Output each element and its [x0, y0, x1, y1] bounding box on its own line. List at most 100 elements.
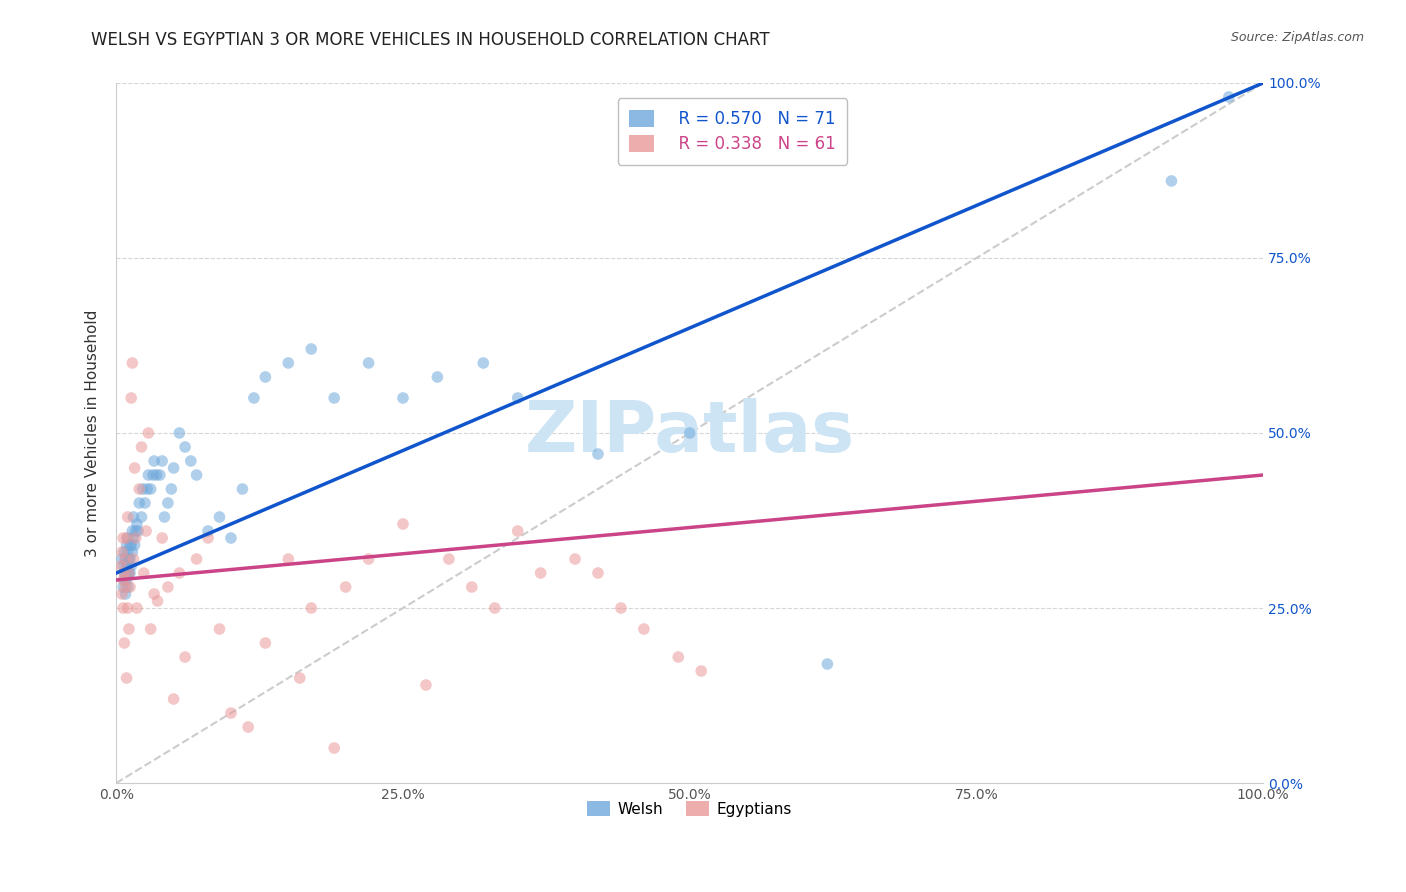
Point: [122, 510, 145, 524]
Point: [139, 482, 162, 496]
Point: [150, 531, 173, 545]
Point: [112, 601, 135, 615]
Point: [162, 461, 184, 475]
Point: [120, 559, 142, 574]
Point: [131, 482, 153, 496]
Point: [506, 391, 529, 405]
Point: [139, 622, 162, 636]
Point: [112, 566, 135, 580]
Point: [586, 447, 609, 461]
Point: [323, 741, 346, 756]
Point: [124, 461, 146, 475]
Point: [117, 566, 139, 580]
Point: [146, 594, 169, 608]
Point: [186, 468, 208, 483]
Y-axis label: 3 or more Vehicles in Household: 3 or more Vehicles in Household: [86, 310, 100, 557]
Point: [335, 580, 357, 594]
Point: [145, 468, 167, 483]
Point: [121, 545, 143, 559]
Point: [118, 580, 141, 594]
Point: [254, 636, 277, 650]
Point: [111, 545, 134, 559]
Point: [115, 559, 138, 574]
Point: [299, 601, 322, 615]
Point: [125, 601, 148, 615]
Point: [299, 342, 322, 356]
Point: [415, 678, 437, 692]
Point: [174, 440, 197, 454]
Point: [115, 671, 138, 685]
Point: [118, 566, 141, 580]
Point: [112, 580, 135, 594]
Point: [112, 559, 135, 574]
Point: [160, 482, 183, 496]
Point: [127, 524, 149, 538]
Point: [118, 552, 141, 566]
Point: [114, 580, 136, 594]
Point: [118, 566, 141, 580]
Point: [243, 391, 266, 405]
Point: [132, 566, 155, 580]
Point: [111, 587, 134, 601]
Point: [131, 510, 153, 524]
Point: [131, 440, 153, 454]
Point: [219, 706, 242, 720]
Point: [112, 573, 135, 587]
Text: WELSH VS EGYPTIAN 3 OR MORE VEHICLES IN HOUSEHOLD CORRELATION CHART: WELSH VS EGYPTIAN 3 OR MORE VEHICLES IN …: [91, 31, 770, 49]
Point: [197, 531, 219, 545]
Point: [149, 468, 172, 483]
Point: [633, 622, 655, 636]
Point: [666, 650, 689, 665]
Point: [142, 468, 165, 483]
Point: [117, 580, 139, 594]
Point: [392, 516, 415, 531]
Point: [219, 531, 242, 545]
Point: [115, 538, 138, 552]
Point: [357, 552, 380, 566]
Point: [162, 692, 184, 706]
Point: [156, 580, 179, 594]
Point: [1160, 174, 1182, 188]
Point: [128, 482, 150, 496]
Point: [138, 468, 160, 483]
Point: [153, 510, 176, 524]
Point: [117, 601, 139, 615]
Point: [1218, 90, 1240, 104]
Point: [124, 538, 146, 552]
Point: [120, 538, 142, 552]
Point: [288, 671, 311, 685]
Point: [174, 650, 197, 665]
Point: [128, 496, 150, 510]
Text: Source: ZipAtlas.com: Source: ZipAtlas.com: [1230, 31, 1364, 45]
Point: [679, 425, 702, 440]
Point: [117, 545, 139, 559]
Point: [117, 531, 139, 545]
Point: [120, 391, 142, 405]
Point: [208, 510, 231, 524]
Point: [610, 601, 633, 615]
Point: [150, 454, 173, 468]
Point: [815, 657, 838, 671]
Point: [125, 531, 148, 545]
Point: [134, 496, 156, 510]
Point: [197, 524, 219, 538]
Point: [472, 356, 495, 370]
Point: [125, 524, 148, 538]
Point: [180, 454, 202, 468]
Point: [121, 524, 143, 538]
Point: [115, 573, 138, 587]
Point: [121, 356, 143, 370]
Point: [112, 636, 135, 650]
Point: [506, 524, 529, 538]
Point: [125, 516, 148, 531]
Point: [461, 580, 484, 594]
Point: [122, 552, 145, 566]
Point: [115, 531, 138, 545]
Point: [114, 566, 136, 580]
Point: [112, 573, 135, 587]
Point: [564, 552, 586, 566]
Point: [112, 545, 135, 559]
Point: [690, 664, 713, 678]
Point: [231, 482, 253, 496]
Point: [143, 454, 166, 468]
